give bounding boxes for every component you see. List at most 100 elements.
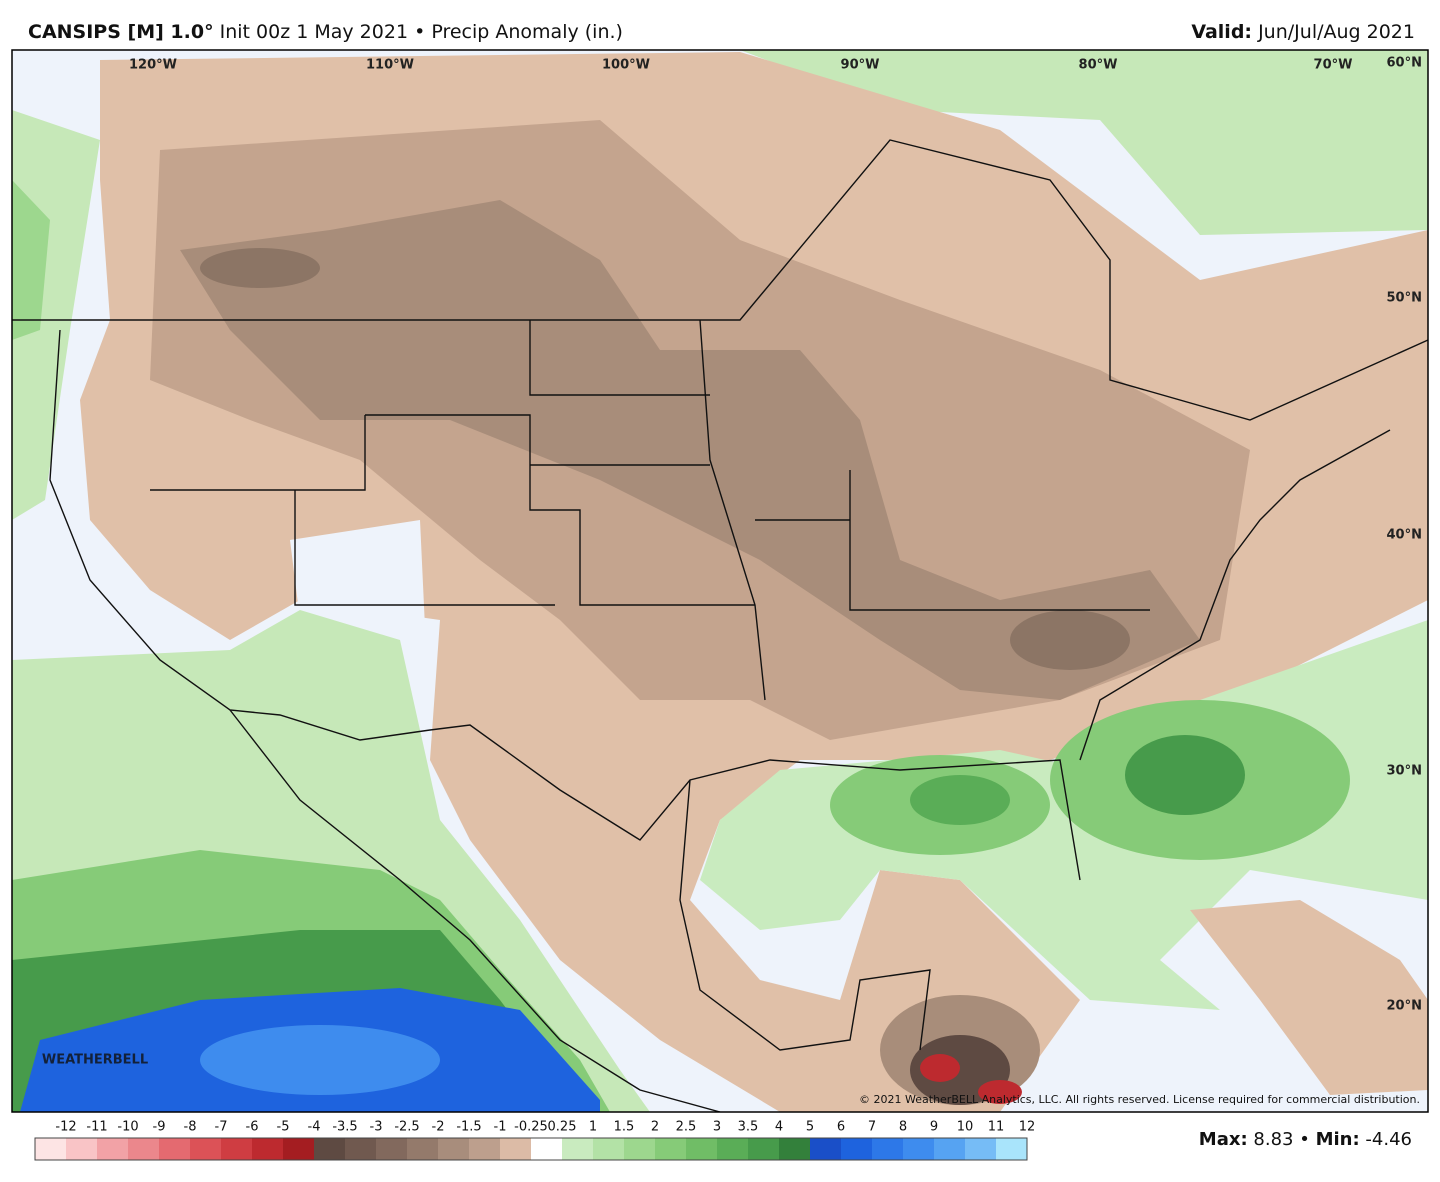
colorbar-label: -0.25: [514, 1120, 548, 1135]
coastline-east: [1079, 429, 1391, 761]
max-value: 8.83: [1253, 1129, 1293, 1150]
green-pacific-2: [12, 180, 50, 340]
colorbar-label: 1: [589, 1120, 597, 1135]
dry-max-1: [920, 1054, 960, 1082]
colorbar-label: 11: [988, 1120, 1005, 1135]
dry-max-2: [978, 1080, 1022, 1104]
colorbar-swatch: [562, 1138, 593, 1160]
colorbar-swatch: [996, 1138, 1027, 1160]
lon-label: 110°W: [366, 58, 414, 73]
colorbar-swatch: [314, 1138, 345, 1160]
field: Precip Anomaly (in.): [431, 21, 623, 43]
lat-label: 40°N: [1387, 528, 1422, 543]
colorbar-swatch: [35, 1138, 66, 1160]
colorbar-swatch: [407, 1138, 438, 1160]
colorbar-frame: [34, 1137, 1028, 1161]
colorbar-swatch: [872, 1138, 903, 1160]
dry-core-2: [1010, 610, 1130, 670]
colorbar-label: 8: [899, 1120, 907, 1135]
border: [12, 139, 1428, 421]
dry-region-3: [180, 200, 1200, 700]
coastline-mexico: [229, 709, 721, 1112]
colorbar-swatch: [469, 1138, 500, 1160]
colorbar-label: -1.5: [456, 1120, 481, 1135]
colorbar-label: 10: [957, 1120, 974, 1135]
colorbar-label: -11: [86, 1120, 107, 1135]
colorbar-label: -7: [215, 1120, 228, 1135]
colorbar-label: 6: [837, 1120, 845, 1135]
lat-label: 50°N: [1387, 291, 1422, 306]
map-frame: [11, 49, 1429, 1113]
colorbar-swatch: [128, 1138, 159, 1160]
colorbar-label: -2: [432, 1120, 445, 1135]
colorbar-swatch: [221, 1138, 252, 1160]
lon-label: 70°W: [1314, 58, 1353, 73]
colorbar-swatch: [97, 1138, 128, 1160]
coastline-gulf: [679, 779, 931, 1051]
colorbar-label: -6: [246, 1120, 259, 1135]
colorbar-swatch: [779, 1138, 810, 1160]
colorbar-swatch: [252, 1138, 283, 1160]
copyright: © 2021 WeatherBELL Analytics, LLC. All r…: [859, 1093, 1420, 1106]
colorbar-swatch: [965, 1138, 996, 1160]
colorbar-label: 0.25: [548, 1120, 577, 1135]
colorbar-label: -3: [370, 1120, 383, 1135]
colorbar-swatch: [531, 1138, 562, 1160]
lon-label: 120°W: [129, 58, 177, 73]
colorbar-label: -5: [277, 1120, 290, 1135]
colorbar-label: -1: [494, 1120, 507, 1135]
green-canada: [740, 50, 1428, 235]
dry-caribbean: [1190, 900, 1428, 1095]
stats-sep: •: [1299, 1129, 1310, 1150]
colorbar-swatch: [345, 1138, 376, 1160]
min-label: Min:: [1316, 1129, 1360, 1150]
colorbar-label: -3.5: [332, 1120, 357, 1135]
stats: Max: 8.83 • Min: -4.46: [1199, 1129, 1412, 1150]
colorbar-swatch: [593, 1138, 624, 1160]
colorbar-swatch: [748, 1138, 779, 1160]
colorbar-label: 5: [806, 1120, 814, 1135]
lon-label: 80°W: [1079, 58, 1118, 73]
min-value: -4.46: [1365, 1129, 1412, 1150]
colorbar-label: -10: [117, 1120, 138, 1135]
valid-label: Valid:: [1191, 21, 1252, 43]
lon-label: 100°W: [602, 58, 650, 73]
sep: •: [414, 21, 425, 43]
colorbar-swatch: [717, 1138, 748, 1160]
colorbar-label: 2.5: [676, 1120, 697, 1135]
colorbar-swatch: [500, 1138, 531, 1160]
colorbar-label: 9: [930, 1120, 938, 1135]
logo: WEATHERBELL: [42, 1053, 148, 1068]
header-title: CANSIPS [M] 1.0° Init 00z 1 May 2021 • P…: [28, 21, 623, 43]
coastline: [49, 329, 1081, 881]
colorbar-label: 7: [868, 1120, 876, 1135]
max-label: Max:: [1199, 1129, 1248, 1150]
colorbar-swatch: [283, 1138, 314, 1160]
colorbar-swatch: [66, 1138, 97, 1160]
colorbar-swatch: [810, 1138, 841, 1160]
colorbar-swatch: [190, 1138, 221, 1160]
colorbar-label: 2: [651, 1120, 659, 1135]
colorbar-label: -9: [153, 1120, 166, 1135]
colorbar-label: 3.5: [738, 1120, 759, 1135]
state-lines: [150, 319, 1150, 701]
colorbar-label: 12: [1019, 1120, 1036, 1135]
wet-pacific-2: [200, 1025, 440, 1095]
colorbar-label: -12: [55, 1120, 76, 1135]
model: CANSIPS [M] 1.0°: [28, 21, 214, 43]
colorbar-swatch: [841, 1138, 872, 1160]
colorbar-swatch: [159, 1138, 190, 1160]
colorbar-swatch: [376, 1138, 407, 1160]
init: Init 00z 1 May 2021: [220, 21, 408, 43]
colorbar-swatch: [624, 1138, 655, 1160]
green-gulf-3: [910, 775, 1010, 825]
valid-value: Jun/Jul/Aug 2021: [1257, 21, 1415, 43]
lat-label: 30°N: [1387, 764, 1422, 779]
colorbar-label: -2.5: [394, 1120, 419, 1135]
colorbar-label: 3: [713, 1120, 721, 1135]
colorbar-swatch: [438, 1138, 469, 1160]
colorbar-swatch: [686, 1138, 717, 1160]
colorbar-label: 1.5: [614, 1120, 635, 1135]
colorbar-label: 4: [775, 1120, 783, 1135]
colorbar-swatch: [934, 1138, 965, 1160]
